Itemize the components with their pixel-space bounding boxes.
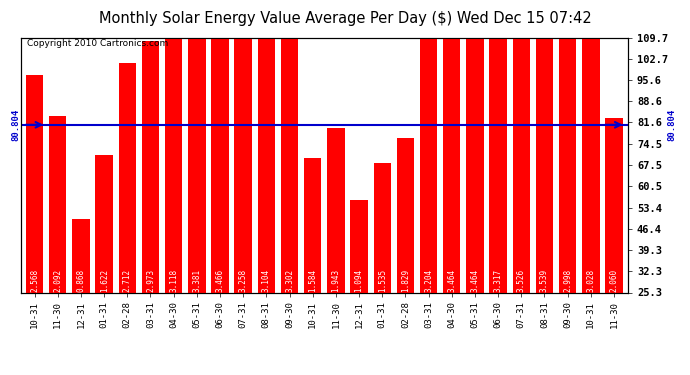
Bar	[95, 155, 113, 292]
Text: 2.998: 2.998	[563, 268, 572, 292]
Text: 3.118: 3.118	[169, 268, 178, 292]
Text: 1.829: 1.829	[401, 268, 410, 292]
Text: 3.104: 3.104	[262, 268, 271, 292]
Bar	[605, 118, 622, 292]
Text: 3.302: 3.302	[285, 268, 294, 292]
Bar	[535, 0, 553, 292]
Bar	[559, 39, 576, 292]
Text: 0.868: 0.868	[77, 268, 86, 292]
Bar	[281, 13, 298, 292]
Text: 3.464: 3.464	[471, 268, 480, 292]
Bar	[373, 163, 391, 292]
Bar	[466, 0, 484, 292]
Bar	[211, 0, 228, 292]
Text: 3.204: 3.204	[424, 268, 433, 292]
Bar	[582, 36, 600, 292]
Text: 3.526: 3.526	[517, 268, 526, 292]
Bar	[188, 6, 206, 292]
Bar	[257, 30, 275, 292]
Bar	[165, 29, 182, 292]
Text: 1.943: 1.943	[331, 268, 340, 292]
Text: 2.060: 2.060	[609, 268, 618, 292]
Text: 3.466: 3.466	[215, 268, 224, 292]
Bar	[420, 21, 437, 292]
Bar	[235, 17, 252, 292]
Bar	[49, 116, 66, 292]
Text: 80.804: 80.804	[11, 109, 20, 141]
Bar	[513, 0, 530, 292]
Text: 2.092: 2.092	[53, 268, 62, 292]
Text: 3.381: 3.381	[193, 268, 201, 292]
Text: 2.973: 2.973	[146, 268, 155, 292]
Bar	[489, 12, 507, 292]
Text: 1.535: 1.535	[377, 268, 386, 292]
Text: 2.712: 2.712	[123, 268, 132, 292]
Bar	[26, 75, 43, 292]
Bar	[327, 128, 344, 292]
Text: 2.568: 2.568	[30, 268, 39, 292]
Bar	[72, 219, 90, 292]
Bar	[443, 0, 460, 292]
Text: 80.804: 80.804	[667, 109, 676, 141]
Bar	[141, 41, 159, 292]
Text: Monthly Solar Energy Value Average Per Day ($) Wed Dec 15 07:42: Monthly Solar Energy Value Average Per D…	[99, 11, 591, 26]
Text: 1.622: 1.622	[99, 268, 108, 292]
Bar	[304, 159, 322, 292]
Text: 1.094: 1.094	[355, 268, 364, 292]
Bar	[397, 138, 414, 292]
Text: 3.464: 3.464	[447, 268, 456, 292]
Bar	[119, 63, 136, 292]
Text: Copyright 2010 Cartronics.com: Copyright 2010 Cartronics.com	[27, 39, 168, 48]
Text: 3.028: 3.028	[586, 268, 595, 292]
Text: 3.317: 3.317	[493, 268, 502, 292]
Bar	[351, 200, 368, 292]
Text: 3.539: 3.539	[540, 268, 549, 292]
Text: 3.258: 3.258	[239, 268, 248, 292]
Text: 1.584: 1.584	[308, 268, 317, 292]
